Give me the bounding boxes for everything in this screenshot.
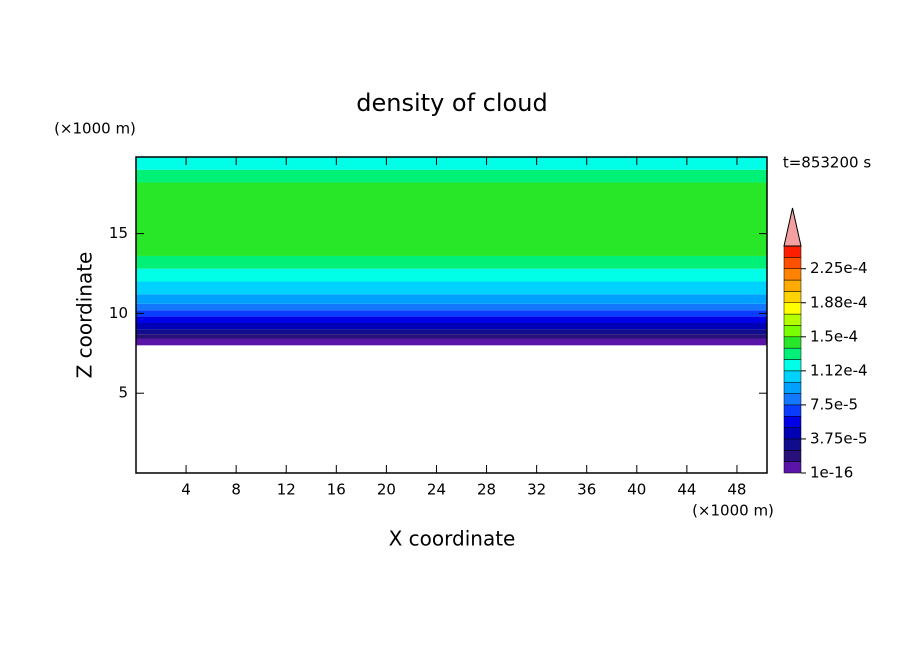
- colorbar-tick-label: 1.12e-4: [810, 361, 868, 379]
- contour-band: [136, 303, 767, 311]
- colorbar-band: [783, 245, 802, 258]
- colorbar-band: [783, 359, 802, 372]
- colorbar-band: [783, 325, 802, 338]
- contour-band: [136, 322, 767, 330]
- contour-band: [136, 268, 767, 282]
- colorbar-tick-label: 1.88e-4: [810, 293, 868, 311]
- colorbar-band: [783, 381, 802, 394]
- x-tick-label: 48: [727, 481, 746, 499]
- contour-band: [136, 334, 767, 339]
- plot-frame: [135, 156, 768, 474]
- x-tick-label: 12: [277, 481, 296, 499]
- contour-band: [136, 182, 767, 256]
- y-axis-label: Z coordinate: [73, 252, 97, 379]
- colorbar-band: [783, 393, 802, 406]
- colorbar-tick-label: 1e-16: [810, 464, 853, 482]
- contour-band: [136, 294, 767, 304]
- colorbar-band: [783, 313, 802, 326]
- x-tick-label: 28: [477, 481, 496, 499]
- x-unit: (×1000 m): [692, 502, 774, 520]
- y-unit: (×1000 m): [54, 120, 136, 138]
- colorbar-band: [783, 404, 802, 417]
- x-tick-label: 20: [377, 481, 396, 499]
- colorbar-band: [783, 427, 802, 440]
- colorbar-band: [783, 268, 802, 281]
- x-tick-label: 8: [231, 481, 241, 499]
- colorbar-band: [783, 438, 802, 451]
- chart-title: density of cloud: [356, 89, 547, 117]
- x-tick-label: 24: [427, 481, 446, 499]
- contour-band: [136, 338, 767, 346]
- contour-band: [136, 157, 767, 170]
- colorbar-band: [783, 279, 802, 292]
- x-tick-label: 32: [527, 481, 546, 499]
- contour-band: [136, 310, 767, 317]
- contour-band: [136, 255, 767, 269]
- colorbar-tick-label: 1.5e-4: [810, 327, 858, 345]
- contour-band: [136, 281, 767, 295]
- colorbar-tick-label: 7.5e-5: [810, 395, 858, 413]
- x-axis-label: X coordinate: [389, 527, 516, 551]
- colorbar-tick-label: 2.25e-4: [810, 259, 868, 277]
- colorbar-band: [783, 370, 802, 383]
- y-tick-label: 15: [109, 224, 128, 242]
- colorbar-band: [783, 336, 802, 349]
- x-tick-label: 44: [677, 481, 696, 499]
- time-label: t=853200 s: [783, 154, 871, 172]
- x-tick-label: 40: [627, 481, 646, 499]
- colorbar-band: [783, 416, 802, 428]
- y-tick-label: 10: [109, 304, 128, 322]
- contour-band: [136, 316, 767, 323]
- colorbar-band: [783, 257, 802, 269]
- x-tick-label: 16: [327, 481, 346, 499]
- x-tick-label: 36: [577, 481, 596, 499]
- y-tick-label: 5: [118, 384, 128, 402]
- contour-band: [136, 169, 767, 183]
- colorbar-band: [783, 450, 802, 462]
- colorbar-band: [783, 347, 802, 360]
- colorbar-tick-label: 3.75e-5: [810, 429, 868, 447]
- contour-band: [136, 329, 767, 335]
- colorbar-extension: [783, 207, 802, 247]
- colorbar-band: [783, 302, 802, 315]
- colorbar-band: [783, 291, 802, 303]
- colorbar-band: [783, 461, 802, 474]
- x-tick-label: 4: [181, 481, 191, 499]
